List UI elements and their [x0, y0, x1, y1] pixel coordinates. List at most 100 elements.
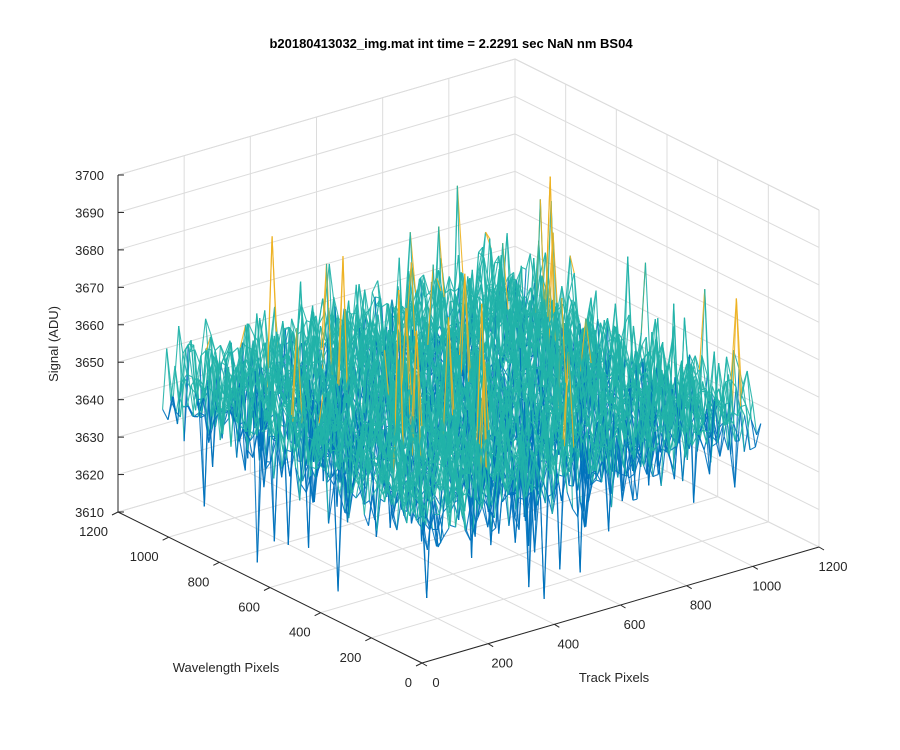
mesh-segment — [219, 404, 225, 441]
mesh-segment — [356, 312, 363, 328]
mesh-segment — [215, 352, 221, 413]
mesh-segment — [326, 448, 332, 483]
mesh-segment — [419, 339, 426, 355]
mesh-segment — [374, 390, 381, 398]
mesh-segment — [207, 349, 213, 417]
mesh-segment — [502, 243, 508, 334]
mesh-segment — [529, 322, 535, 344]
mesh-segment — [410, 262, 416, 351]
mesh-segment — [239, 325, 247, 348]
mesh-segment — [280, 389, 286, 403]
mesh-segment — [289, 454, 295, 477]
mesh-segment — [202, 398, 210, 443]
mesh-segment — [499, 356, 505, 374]
mesh-segment — [358, 412, 365, 425]
mesh-segment — [548, 311, 556, 325]
mesh-segment — [333, 424, 340, 430]
mesh-segment — [203, 390, 210, 507]
mesh-segment — [513, 301, 521, 329]
mesh-segment — [216, 360, 223, 434]
mesh-segment — [259, 318, 265, 343]
mesh-segment — [253, 392, 259, 425]
mesh-segment — [256, 399, 262, 563]
mesh-segment — [205, 318, 212, 335]
mesh-segment — [338, 423, 345, 430]
mesh-segment — [369, 296, 376, 309]
mesh-segment — [186, 384, 192, 406]
mesh-segment — [379, 327, 387, 343]
mesh-segment — [248, 410, 254, 431]
mesh-segment — [499, 301, 505, 322]
mesh-segment — [319, 464, 327, 472]
mesh-segment — [387, 329, 395, 365]
mesh-segment — [404, 232, 411, 314]
mesh-segment — [334, 428, 340, 433]
mesh-segment — [501, 347, 509, 367]
mesh-segment — [568, 301, 576, 316]
mesh-segment — [367, 389, 374, 394]
mesh-segment — [314, 465, 321, 478]
mesh-segment — [185, 349, 191, 387]
mesh-segment — [427, 264, 434, 345]
grid-line — [117, 95, 516, 213]
mesh-segment — [258, 310, 266, 344]
mesh-segment — [366, 406, 372, 418]
mesh-segment — [341, 386, 348, 404]
mesh-segment — [539, 199, 546, 313]
mesh-segment — [529, 253, 535, 284]
mesh-segment — [528, 342, 535, 350]
mesh-segment — [269, 413, 276, 437]
mesh-segment — [471, 294, 478, 301]
mesh-segment — [358, 386, 364, 410]
mesh-segment — [342, 256, 348, 391]
mesh-segment — [224, 340, 231, 355]
mesh-segment — [318, 423, 325, 445]
mesh-segment — [281, 458, 287, 469]
mesh-segment — [348, 374, 354, 377]
mesh-segment — [606, 317, 613, 340]
mesh-segment — [285, 327, 290, 330]
mesh-segment — [430, 356, 436, 385]
mesh-segment — [508, 352, 515, 391]
mesh-segment — [271, 236, 277, 332]
mesh-segment — [399, 315, 405, 327]
mesh-segment — [268, 306, 276, 382]
mesh-segment — [267, 371, 274, 377]
mesh-segment — [524, 300, 531, 339]
mesh-segment — [215, 389, 221, 441]
mesh-segment — [639, 262, 647, 352]
mesh-segment — [192, 377, 198, 417]
mesh-segment — [229, 340, 235, 363]
mesh-segment — [423, 274, 429, 305]
mesh-segment — [350, 437, 358, 447]
mesh-segment — [569, 255, 575, 274]
mesh-segment — [560, 355, 567, 358]
mesh-segment — [351, 312, 357, 315]
mesh-segment — [207, 355, 215, 392]
mesh-segment — [455, 370, 462, 395]
mesh-segment — [342, 376, 350, 401]
mesh-segment — [203, 385, 210, 436]
mesh-segment — [506, 333, 514, 348]
mesh-segment — [329, 420, 334, 426]
mesh-segment — [204, 336, 211, 400]
mesh-segment — [460, 273, 466, 388]
mesh-segment — [260, 399, 267, 411]
mesh-segment — [209, 336, 217, 353]
mesh-segment — [293, 416, 300, 449]
mesh-segment — [186, 373, 193, 378]
mesh-segment — [485, 231, 491, 239]
mesh-segment — [364, 289, 371, 324]
mesh-segment — [280, 353, 287, 370]
mesh-segment — [306, 436, 312, 467]
grid-line — [117, 245, 516, 363]
mesh-segment — [507, 366, 513, 395]
mesh-segment — [337, 256, 344, 384]
mesh-segment — [609, 303, 616, 354]
mesh-segment — [352, 374, 358, 396]
mesh-segment — [370, 373, 376, 392]
mesh-segment — [383, 350, 390, 396]
mesh-segment — [456, 349, 462, 376]
mesh-segment — [531, 298, 537, 313]
mesh-segment — [240, 325, 247, 363]
